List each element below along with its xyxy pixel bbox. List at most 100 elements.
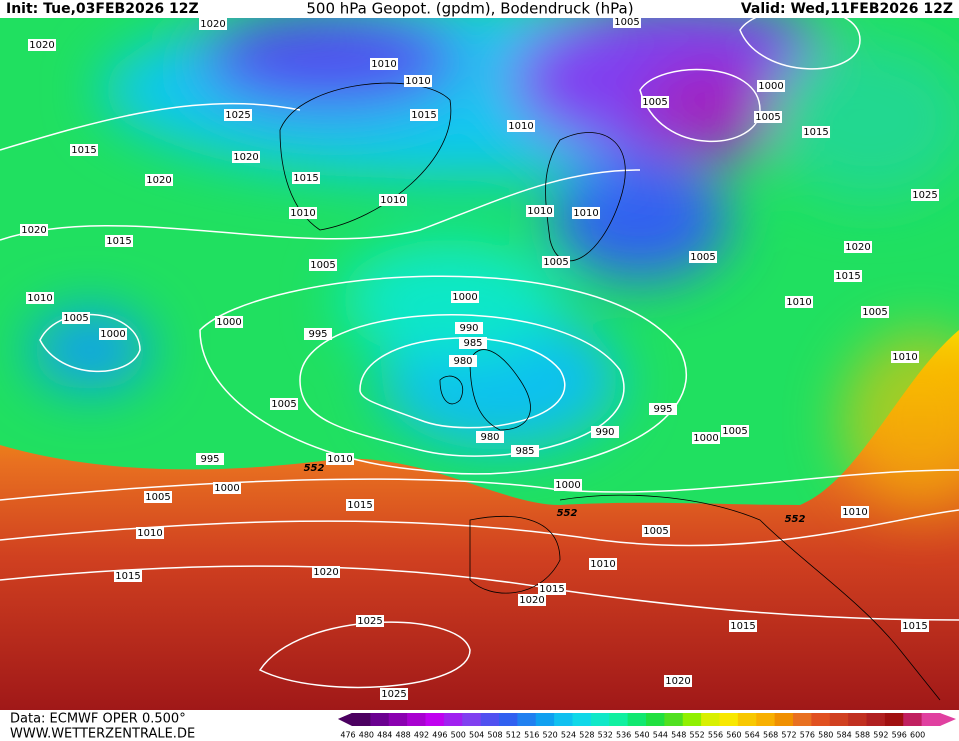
label-box [70,144,98,156]
isobar-label: 1020 [665,676,690,687]
isobar-label: 990 [459,323,478,334]
isobar-label: 1015 [902,621,927,632]
label-box [841,506,869,518]
colorbar-label: 508 [487,731,502,740]
label-box [754,111,782,123]
colorbar-label: 540 [634,731,649,740]
label-box [476,431,504,443]
isobar-label: 1010 [27,293,52,304]
label-box [538,583,566,595]
colorbar-label: 576 [800,731,815,740]
isobar-label: 1020 [845,242,870,253]
label-box [410,109,438,121]
colorbar-label: 496 [432,731,447,740]
colorbar-label: 484 [377,731,392,740]
isobar-label: 1005 [643,526,668,537]
isobar-label: 1000 [758,81,783,92]
label-box [20,224,48,236]
colorbar-label: 492 [414,731,429,740]
colorbar-box [719,713,739,726]
isobar-label: 1010 [327,454,352,465]
label-box [370,58,398,70]
label-box [459,337,487,349]
colorbar-label: 580 [818,731,833,740]
isobar-label: 1015 [71,145,96,156]
isobar-label: 1020 [233,152,258,163]
isobar-label: 1025 [357,616,382,627]
colorbar-box [388,713,408,726]
colorbar-label: 600 [910,731,925,740]
isobar-label: 1010 [892,352,917,363]
colorbar-box [572,713,592,726]
init-time: Init: Tue,03FEB2026 12Z [6,1,199,17]
label-box [729,620,757,632]
isobar-label: 1015 [106,236,131,247]
label-box [289,207,317,219]
colorbar-box [499,713,518,726]
label-box [144,491,172,503]
colorbar-label: 516 [524,731,539,740]
colorbar-arrow-left [338,713,352,726]
isobar-label: 990 [595,427,614,438]
isobar-label: 1010 [527,206,552,217]
isobar-label: 1010 [842,507,867,518]
label-box [455,322,483,334]
isobar-label: 1010 [137,528,162,539]
height-contour-label: 552 [557,508,578,519]
colorbar-box [737,713,757,726]
isobar-label: 1010 [380,195,405,206]
isobar-label: 1020 [21,225,46,236]
isobar-label: 1015 [803,127,828,138]
label-box [145,174,173,186]
colorbar-box [462,713,482,726]
map-title: 500 hPa Geopot. (gpdm), Bodendruck (hPa) [306,0,633,18]
isobar-label: 1015 [730,621,755,632]
isobar-label: 1015 [539,584,564,595]
field [0,0,959,710]
isobar-label: 985 [515,446,534,457]
colorbar-label: 524 [561,731,576,740]
colorbar-box [682,713,702,726]
label-box [785,296,813,308]
label-box [572,207,600,219]
data-source: Data: ECMWF OPER 0.500° [10,712,186,727]
colorbar-box [443,713,463,726]
label-box [312,566,340,578]
label-box [346,499,374,511]
colorbar-label: 476 [340,731,355,740]
isobar-label: 1020 [200,19,225,30]
colorbar-label: 572 [781,731,796,740]
label-box [304,328,332,340]
isobar-label: 1015 [411,110,436,121]
label-box [757,80,785,92]
height-contour-label: 552 [304,463,325,474]
isobar-label: 1025 [381,689,406,700]
label-box [292,172,320,184]
label-box [232,151,260,163]
colorbar-box [627,713,647,726]
label-box [379,194,407,206]
label-box [861,306,889,318]
label-box [99,328,127,340]
label-box [802,126,830,138]
label-box [26,292,54,304]
colorbar-box [407,713,426,726]
label-box [589,558,617,570]
isobar-label: 1000 [216,317,241,328]
isobar-label: 1010 [290,208,315,219]
label-box [664,675,692,687]
isobar-label: 995 [200,454,219,465]
colorbar-box [811,713,831,726]
label-box [309,259,337,271]
label-box [507,120,535,132]
header-band [0,0,959,18]
isobar-label: 1005 [271,399,296,410]
isobar-label: 1020 [29,40,54,51]
label-box [526,205,554,217]
label-box [689,251,717,263]
colorbar-box [646,713,665,726]
label-box [136,527,164,539]
colorbar-box [829,713,849,726]
colorbar-arrow-right [940,713,956,726]
